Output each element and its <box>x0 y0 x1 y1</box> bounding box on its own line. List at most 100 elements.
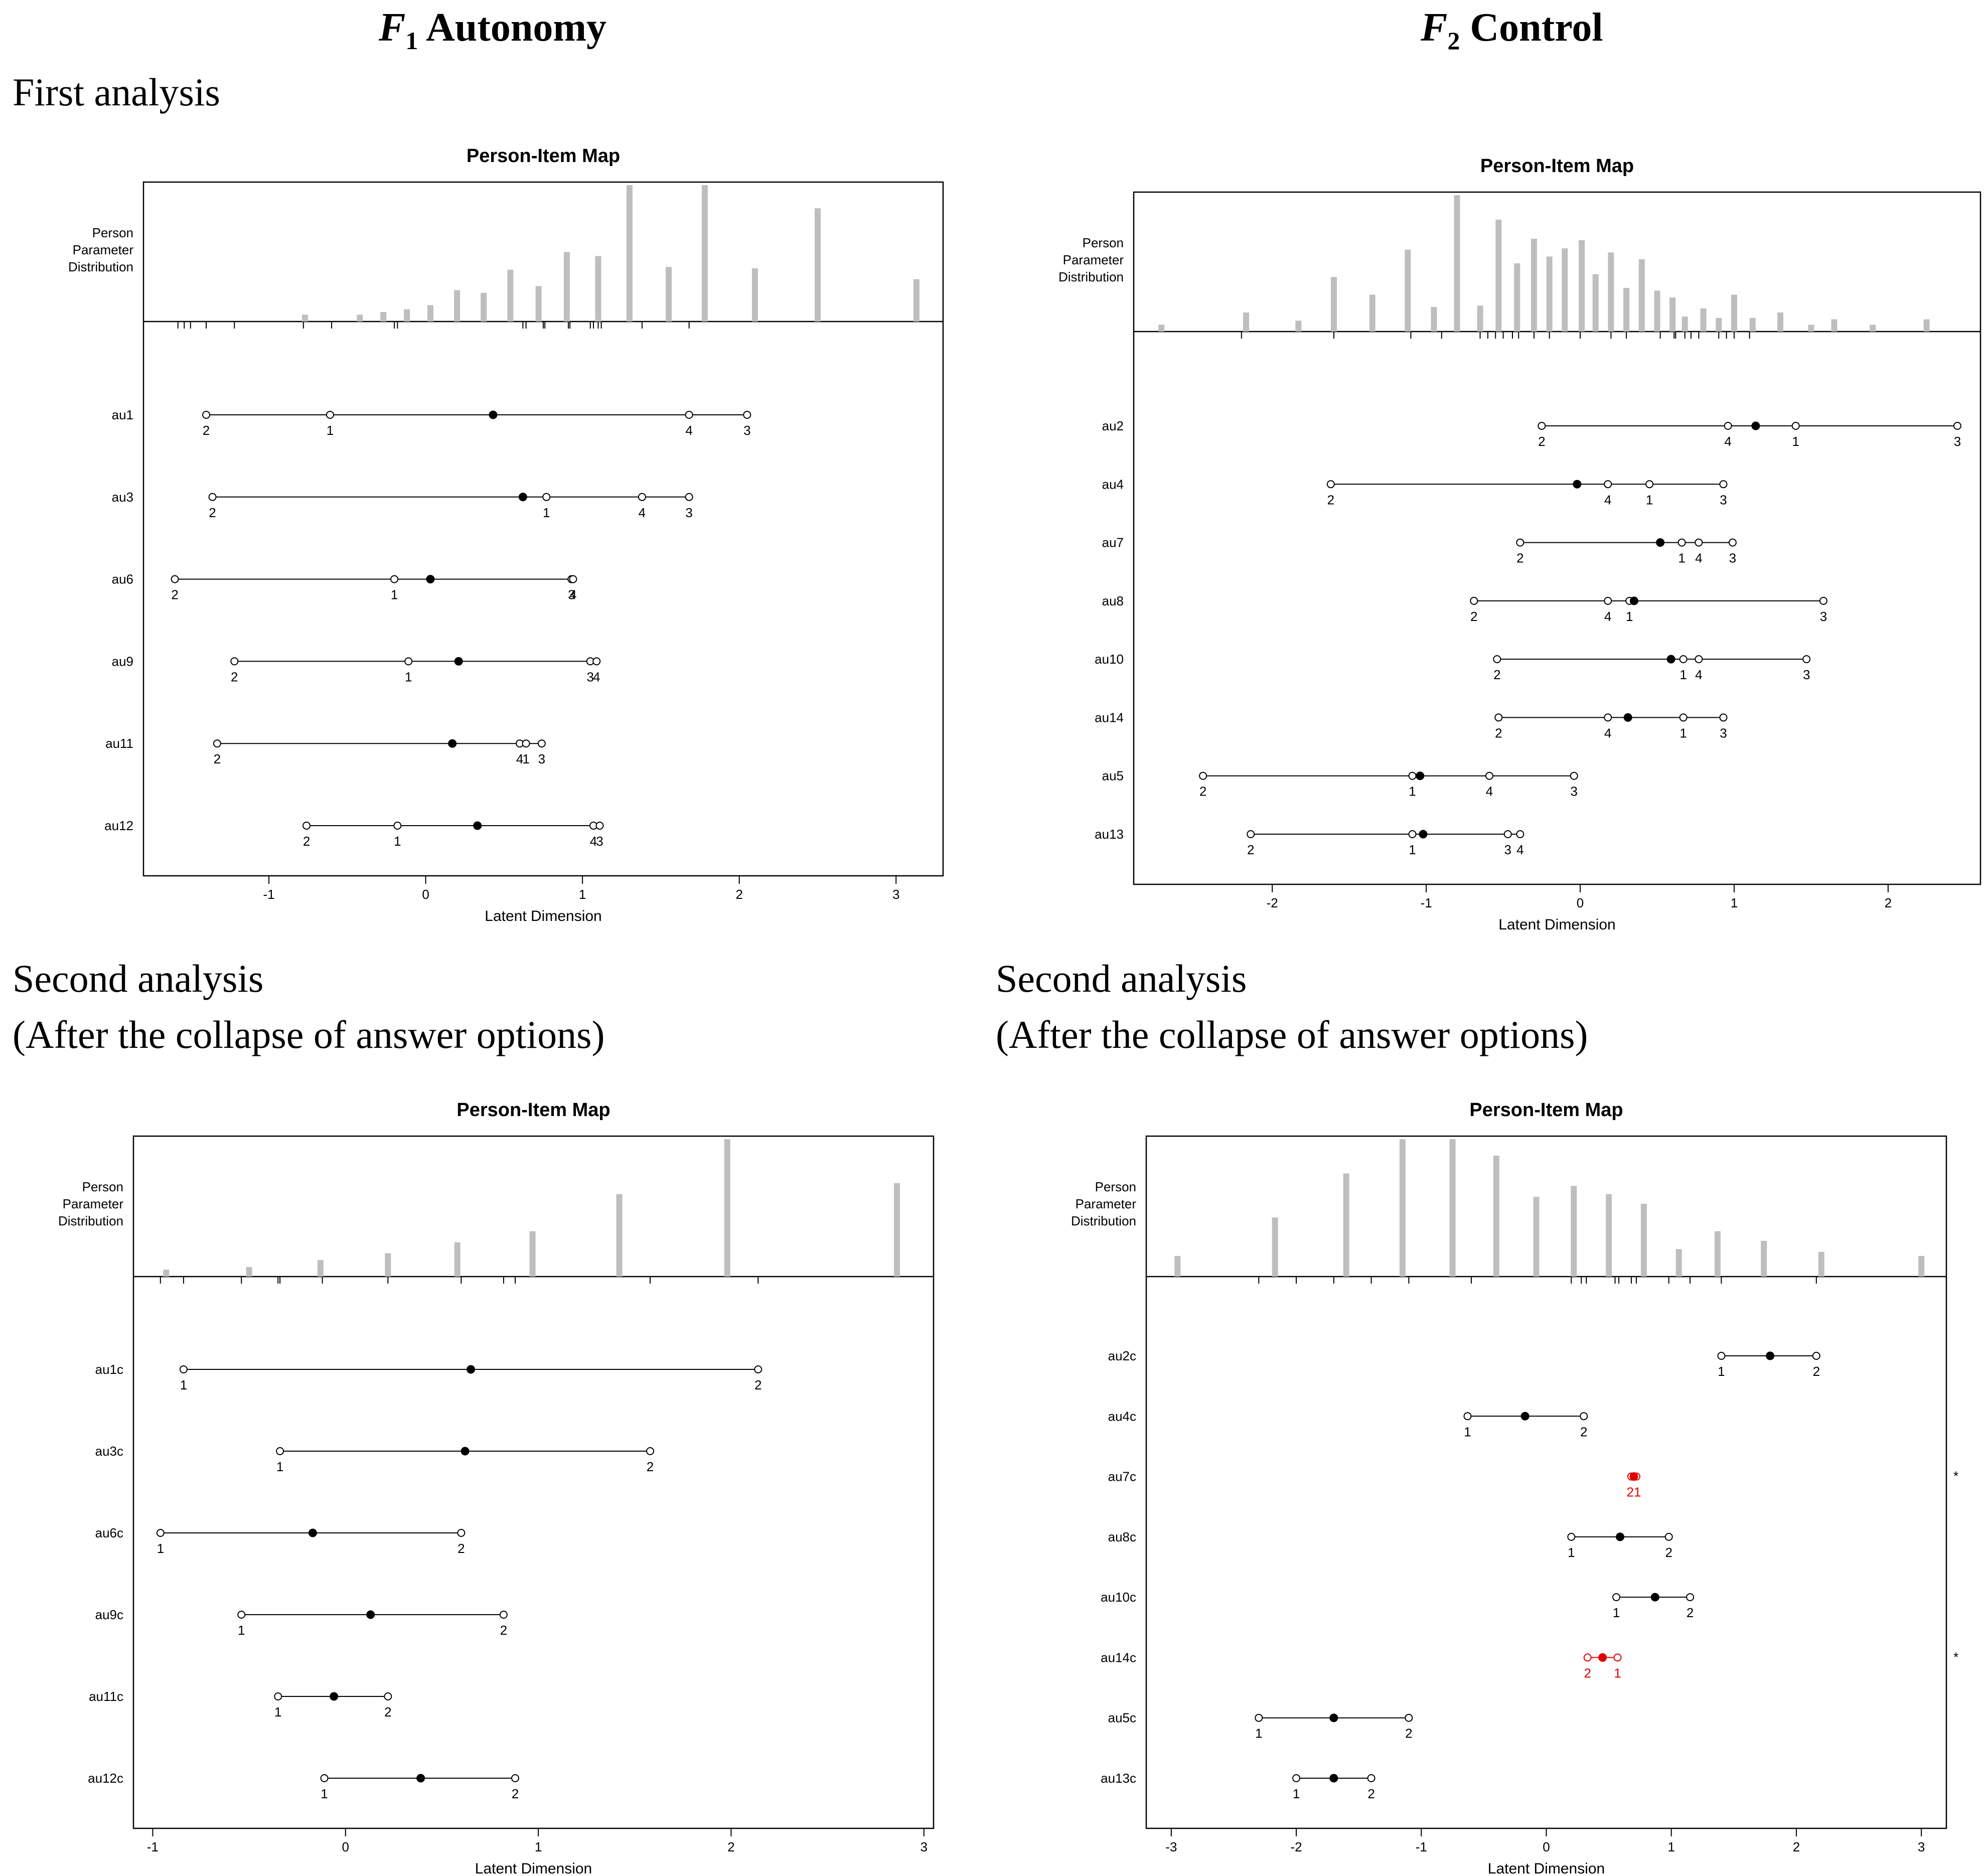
threshold-point <box>1470 596 1478 605</box>
threshold-point <box>1292 1774 1301 1782</box>
item-label: au11c <box>89 1689 123 1704</box>
threshold-point <box>569 575 577 583</box>
threshold-point <box>592 657 601 666</box>
category-label: 1 <box>238 1623 245 1638</box>
x-tick-label: 1 <box>579 887 586 902</box>
item-label: au3 <box>112 490 133 505</box>
threshold-point <box>638 493 646 501</box>
histogram-bar <box>301 315 308 322</box>
item-label: au5 <box>1102 768 1124 784</box>
threshold-point <box>1819 596 1827 605</box>
x-axis-label: Latent Dimension <box>485 908 601 924</box>
threshold-point <box>1516 538 1524 547</box>
histogram-bar <box>357 315 363 322</box>
item-location-point <box>1751 421 1760 430</box>
histogram-bar <box>893 1183 900 1277</box>
item-location-point <box>308 1528 317 1537</box>
category-label: 2 <box>214 751 221 766</box>
category-label: 1 <box>1679 725 1687 740</box>
first-analysis-label: First analysis <box>13 70 220 114</box>
x-tick-label: -1 <box>147 1839 159 1854</box>
x-axis-label: Latent Dimension <box>1498 916 1615 933</box>
ylabel-line: Person <box>92 225 133 240</box>
category-label: 1 <box>274 1704 281 1719</box>
f1-italic-letter: F <box>379 6 406 50</box>
histogram-bar <box>1243 312 1250 332</box>
histogram-bar <box>1369 294 1375 332</box>
x-tick-label: 1 <box>1667 1839 1674 1854</box>
histogram-bar <box>1405 249 1411 332</box>
chart-title: Person-Item Map <box>456 1100 610 1121</box>
threshold-point <box>1580 1412 1588 1421</box>
threshold-point <box>1677 538 1686 547</box>
category-label: 3 <box>596 834 603 849</box>
threshold-point <box>1686 1593 1695 1602</box>
category-label: 4 <box>685 423 692 438</box>
histogram-bar <box>1272 1217 1278 1277</box>
threshold-point <box>1719 713 1728 722</box>
histogram-bar <box>317 1260 324 1277</box>
item-location-point <box>454 657 463 666</box>
category-label: 1 <box>1614 1665 1621 1680</box>
histogram-bar <box>1477 305 1483 332</box>
item-label: au12 <box>104 818 133 833</box>
histogram-bar <box>666 267 672 322</box>
threshold-point <box>390 575 399 583</box>
item-location-point <box>473 821 482 830</box>
category-label: 2 <box>1367 1786 1374 1801</box>
histogram-bar <box>1330 277 1337 332</box>
x-tick-label: 1 <box>1731 895 1738 910</box>
threshold-point <box>1724 422 1732 430</box>
category-label: 4 <box>1516 842 1523 857</box>
threshold-point <box>1695 538 1703 547</box>
category-label: 1 <box>394 834 401 849</box>
histogram-bar <box>1399 1139 1406 1277</box>
item-location-point <box>1629 1472 1638 1481</box>
threshold-point <box>1679 655 1688 664</box>
histogram-bar <box>1669 297 1676 332</box>
item-location-point <box>489 410 498 419</box>
histogram-bar <box>1681 317 1688 332</box>
histogram-bar <box>1831 319 1838 332</box>
threshold-point <box>1612 1593 1621 1602</box>
category-label: 1 <box>1293 1786 1300 1801</box>
x-tick-label: 1 <box>535 1839 542 1854</box>
category-label: 3 <box>538 751 545 766</box>
item-label: au5c <box>1108 1710 1136 1726</box>
x-axis-label: Latent Dimension <box>475 1860 592 1876</box>
threshold-point <box>230 657 239 666</box>
category-label: 2 <box>1199 784 1206 799</box>
x-tick-label: -1 <box>1416 1839 1427 1854</box>
histogram-bar <box>751 268 758 322</box>
category-label: 4 <box>1604 725 1611 740</box>
threshold-point <box>320 1774 329 1782</box>
item-location-point <box>1766 1351 1775 1360</box>
item-location-point <box>330 1692 339 1701</box>
category-label: 1 <box>1613 1605 1620 1620</box>
histogram-bar <box>1546 256 1553 332</box>
threshold-point <box>1717 1352 1726 1360</box>
histogram-bar <box>507 269 514 322</box>
histogram-bar <box>454 290 461 322</box>
histogram-bar <box>1431 307 1437 332</box>
threshold-point <box>274 1692 282 1700</box>
category-label: 4 <box>1604 492 1611 507</box>
item-location-point <box>461 1447 470 1456</box>
x-tick-label: 3 <box>1918 1839 1925 1854</box>
chart-title: Person-Item Map <box>1469 1100 1623 1121</box>
x-tick-label: 3 <box>921 1839 928 1854</box>
item-location-point <box>448 739 457 748</box>
category-label: 2 <box>1813 1364 1820 1379</box>
histogram-bar <box>1700 308 1707 332</box>
ylabel-line: Parameter <box>63 1196 124 1211</box>
category-label: 2 <box>1247 842 1254 857</box>
threshold-point <box>1812 1352 1820 1360</box>
threshold-point <box>685 493 693 501</box>
threshold-point <box>1405 1713 1413 1722</box>
item-label: au4 <box>1102 477 1124 492</box>
ylabel-line: Distribution <box>58 1213 123 1228</box>
item-label: au3c <box>95 1444 123 1459</box>
ylabel-line: Person <box>1095 1179 1136 1194</box>
